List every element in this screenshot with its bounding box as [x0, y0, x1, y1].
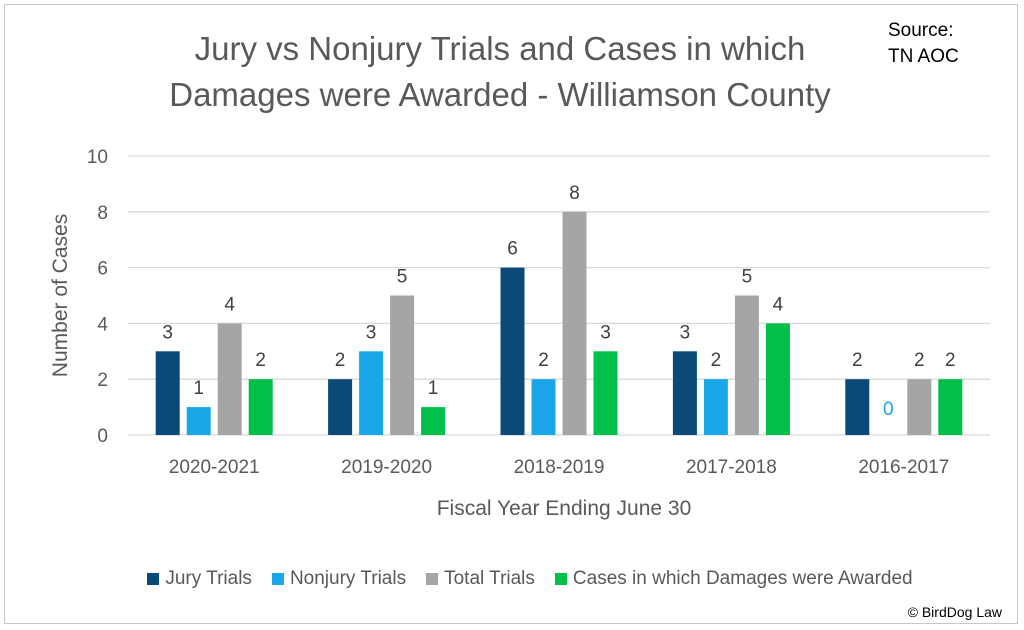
data-label-total-2020-2021: 4	[224, 294, 235, 315]
legend-item-total: Total Trials	[426, 568, 535, 590]
bar-jury-2020-2021	[155, 351, 180, 435]
legend: Jury Trials Nonjury Trials Total Trials Cas…	[70, 568, 990, 590]
data-label-damages-2016-2017: 2	[945, 350, 956, 371]
legend-item-nonjury: Nonjury Trials	[271, 568, 407, 590]
data-label-nonjury-2017-2018: 2	[711, 350, 722, 371]
bar-total-2018-2019	[562, 211, 587, 435]
bar-total-2017-2018	[734, 295, 759, 435]
source-value: TN AOC	[888, 46, 959, 67]
y-tick-label: 6	[97, 259, 108, 280]
data-label-total-2016-2017: 2	[914, 350, 925, 371]
y-axis-title: Number of Cases	[49, 214, 72, 377]
legend-swatch-total	[426, 573, 439, 585]
bar-nonjury-2019-2020	[359, 351, 384, 435]
data-label-damages-2020-2021: 2	[255, 350, 266, 371]
x-tick-label: 2017-2018	[686, 457, 777, 478]
x-tick-label: 2016-2017	[858, 457, 949, 478]
legend-label-damages: Cases in which Damages were Awarded	[572, 568, 913, 589]
legend-label-total: Total Trials	[444, 568, 535, 589]
bar-damages-2016-2017	[938, 379, 963, 435]
bar-nonjury-2017-2018	[703, 379, 728, 435]
bar-nonjury-2020-2021	[186, 407, 211, 435]
legend-label-nonjury: Nonjury Trials	[289, 568, 407, 589]
y-tick-label: 10	[87, 147, 108, 168]
legend-item-damages: Cases in which Damages were Awarded	[554, 568, 913, 590]
bar-jury-2019-2020	[328, 379, 353, 435]
chart-title-line-1: Jury vs Nonjury Trials and Cases in whic…	[194, 30, 806, 67]
legend-label-jury: Jury Trials	[165, 568, 252, 589]
data-label-jury-2020-2021: 3	[162, 322, 173, 343]
data-label-damages-2018-2019: 3	[600, 322, 611, 343]
data-label-nonjury-2019-2020: 3	[366, 322, 377, 343]
data-label-jury-2019-2020: 2	[335, 350, 346, 371]
y-tick-label: 0	[97, 426, 108, 447]
bar-damages-2018-2019	[593, 351, 618, 435]
legend-swatch-nonjury	[271, 573, 284, 585]
legend-swatch-jury	[147, 573, 160, 585]
data-label-damages-2017-2018: 4	[773, 294, 784, 315]
chart-title-line-2: Damages were Awarded - Williamson County	[169, 76, 831, 113]
x-tick-label: 2018-2019	[514, 457, 605, 478]
chart-title: Jury vs Nonjury Trials and Cases in whic…	[0, 26, 1000, 118]
bar-nonjury-2018-2019	[531, 379, 556, 435]
data-label-jury-2016-2017: 2	[852, 350, 863, 371]
bar-total-2016-2017	[907, 379, 932, 435]
data-label-total-2017-2018: 5	[742, 267, 753, 288]
y-tick-label: 8	[97, 203, 108, 224]
bar-damages-2020-2021	[248, 379, 273, 435]
data-label-jury-2018-2019: 6	[507, 239, 518, 260]
bar-jury-2017-2018	[672, 351, 697, 435]
bar-total-2020-2021	[217, 323, 242, 435]
y-tick-label: 4	[97, 314, 108, 335]
source-label: Source:	[888, 20, 954, 41]
data-label-jury-2017-2018: 3	[680, 322, 691, 343]
bar-jury-2016-2017	[845, 379, 870, 435]
legend-item-jury: Jury Trials	[147, 568, 252, 590]
data-label-nonjury-2016-2017: 0	[883, 399, 894, 420]
data-label-total-2018-2019: 8	[569, 183, 580, 204]
source-note: Source: TN AOC	[888, 18, 1008, 70]
bar-damages-2019-2020	[421, 407, 446, 435]
data-label-nonjury-2020-2021: 1	[193, 378, 204, 399]
copyright-note: © BirdDog Law	[907, 604, 1002, 620]
x-tick-label: 2019-2020	[341, 457, 432, 478]
x-tick-label: 2020-2021	[169, 457, 260, 478]
bar-damages-2017-2018	[765, 323, 790, 435]
data-label-damages-2019-2020: 1	[428, 378, 439, 399]
x-axis-title: Fiscal Year Ending June 30	[437, 497, 692, 520]
bar-jury-2018-2019	[500, 267, 525, 435]
y-tick-label: 2	[97, 370, 108, 391]
bar-total-2019-2020	[390, 295, 415, 435]
legend-swatch-damages	[554, 573, 567, 585]
data-label-nonjury-2018-2019: 2	[538, 350, 549, 371]
data-label-total-2019-2020: 5	[397, 267, 408, 288]
